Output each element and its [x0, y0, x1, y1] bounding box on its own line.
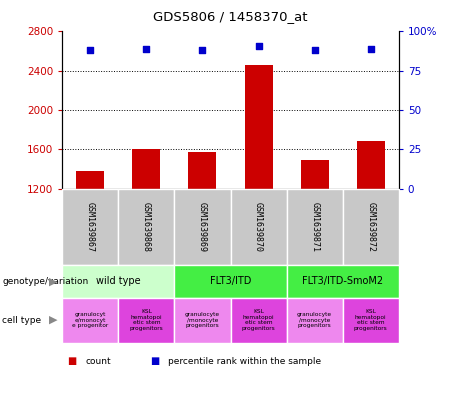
Bar [287, 265, 399, 298]
Bar [62, 298, 118, 343]
Text: ▶: ▶ [49, 276, 58, 286]
Bar [174, 189, 230, 265]
Text: FLT3/ITD: FLT3/ITD [210, 276, 251, 286]
Bar [118, 298, 174, 343]
Point [199, 47, 206, 53]
Text: KSL
hematopoi
etic stem
progenitors: KSL hematopoi etic stem progenitors [130, 309, 163, 331]
Bar [357, 141, 385, 189]
Text: GSM1639867: GSM1639867 [86, 202, 95, 252]
Bar [230, 189, 287, 265]
Bar [287, 189, 343, 265]
Bar [343, 189, 399, 265]
Text: wild type: wild type [96, 276, 141, 286]
Bar [76, 171, 104, 189]
Bar [287, 298, 343, 343]
Text: GSM1639870: GSM1639870 [254, 202, 263, 252]
Text: granulocyt
e/monocyt
e progenitor: granulocyt e/monocyt e progenitor [72, 312, 108, 329]
Bar [62, 189, 118, 265]
Bar [301, 160, 329, 189]
Text: KSL
hematopoi
etic stem
progenitors: KSL hematopoi etic stem progenitors [354, 309, 388, 331]
Text: GSM1639871: GSM1639871 [310, 202, 319, 252]
Point [142, 46, 150, 52]
Text: ■: ■ [150, 356, 159, 366]
Text: granulocyte
/monocyte
progenitors: granulocyte /monocyte progenitors [185, 312, 220, 329]
Text: GSM1639868: GSM1639868 [142, 202, 151, 252]
Bar [189, 152, 217, 189]
Bar [62, 265, 174, 298]
Point [367, 46, 374, 52]
Bar [132, 149, 160, 189]
Text: KSL
hematopoi
etic stem
progenitors: KSL hematopoi etic stem progenitors [242, 309, 275, 331]
Text: FLT3/ITD-SmoM2: FLT3/ITD-SmoM2 [302, 276, 383, 286]
Text: cell type: cell type [2, 316, 41, 325]
Text: percentile rank within the sample: percentile rank within the sample [168, 357, 321, 366]
Text: count: count [85, 357, 111, 366]
Bar [174, 265, 287, 298]
Text: GSM1639872: GSM1639872 [366, 202, 375, 252]
Point [255, 42, 262, 49]
Point [87, 47, 94, 53]
Text: GDS5806 / 1458370_at: GDS5806 / 1458370_at [153, 10, 308, 23]
Bar [343, 298, 399, 343]
Text: ■: ■ [67, 356, 76, 366]
Text: granulocyte
/monocyte
progenitors: granulocyte /monocyte progenitors [297, 312, 332, 329]
Bar [118, 189, 174, 265]
Point [311, 47, 318, 53]
Text: ▶: ▶ [49, 315, 58, 325]
Bar [230, 298, 287, 343]
Bar [174, 298, 230, 343]
Text: genotype/variation: genotype/variation [2, 277, 89, 286]
Text: GSM1639869: GSM1639869 [198, 202, 207, 252]
Bar [244, 65, 272, 189]
